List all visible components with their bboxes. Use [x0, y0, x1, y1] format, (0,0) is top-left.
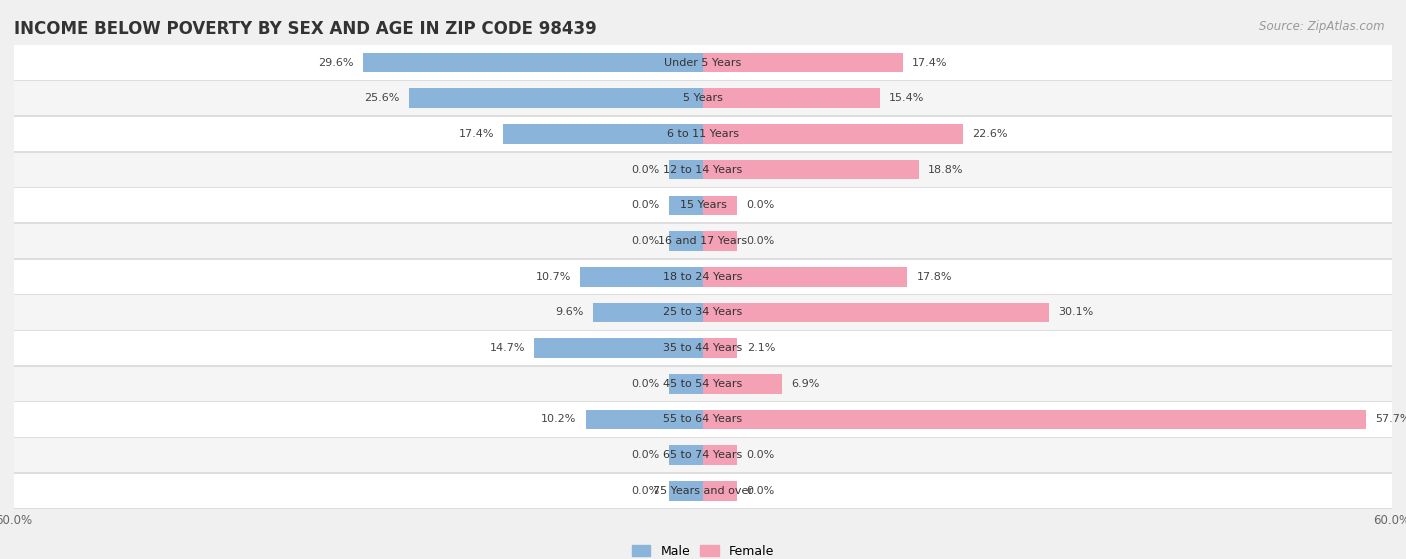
Bar — [586, 410, 703, 429]
Bar — [14, 473, 1392, 508]
Bar — [703, 267, 907, 287]
Bar — [14, 295, 1392, 330]
Bar — [669, 446, 703, 465]
Bar — [14, 188, 1392, 222]
Text: 0.0%: 0.0% — [631, 200, 659, 210]
Text: 35 to 44 Years: 35 to 44 Years — [664, 343, 742, 353]
Text: 0.0%: 0.0% — [747, 236, 775, 246]
Text: 30.1%: 30.1% — [1057, 307, 1092, 318]
Bar — [14, 331, 1392, 365]
Bar — [703, 302, 1049, 322]
Text: 17.4%: 17.4% — [458, 129, 494, 139]
Text: 57.7%: 57.7% — [1375, 414, 1406, 424]
Text: 10.7%: 10.7% — [536, 272, 571, 282]
Bar — [409, 88, 703, 108]
Text: 0.0%: 0.0% — [631, 450, 659, 460]
Text: 5 Years: 5 Years — [683, 93, 723, 103]
Text: 10.2%: 10.2% — [541, 414, 576, 424]
Text: Under 5 Years: Under 5 Years — [665, 58, 741, 68]
Bar — [14, 259, 1392, 295]
Text: 0.0%: 0.0% — [747, 200, 775, 210]
Bar — [581, 267, 703, 287]
Bar — [703, 410, 1365, 429]
Bar — [669, 231, 703, 251]
Text: 55 to 64 Years: 55 to 64 Years — [664, 414, 742, 424]
Text: 6.9%: 6.9% — [792, 379, 820, 389]
Text: 17.4%: 17.4% — [912, 58, 948, 68]
Bar — [14, 438, 1392, 472]
Text: 0.0%: 0.0% — [631, 236, 659, 246]
Bar — [14, 117, 1392, 151]
Text: 29.6%: 29.6% — [318, 58, 354, 68]
Text: 14.7%: 14.7% — [489, 343, 524, 353]
Bar — [14, 437, 1392, 473]
Text: 0.0%: 0.0% — [631, 379, 659, 389]
Bar — [503, 124, 703, 144]
Text: 6 to 11 Years: 6 to 11 Years — [666, 129, 740, 139]
Text: 18 to 24 Years: 18 to 24 Years — [664, 272, 742, 282]
Bar — [14, 45, 1392, 80]
Text: 12 to 14 Years: 12 to 14 Years — [664, 165, 742, 174]
Bar — [14, 366, 1392, 401]
Text: 16 and 17 Years: 16 and 17 Years — [658, 236, 748, 246]
Text: 0.0%: 0.0% — [631, 486, 659, 496]
Text: 65 to 74 Years: 65 to 74 Years — [664, 450, 742, 460]
Bar — [703, 338, 738, 358]
Text: Source: ZipAtlas.com: Source: ZipAtlas.com — [1260, 20, 1385, 32]
Text: 45 to 54 Years: 45 to 54 Years — [664, 379, 742, 389]
Text: 25 to 34 Years: 25 to 34 Years — [664, 307, 742, 318]
Bar — [14, 80, 1392, 116]
Bar — [669, 374, 703, 394]
Bar — [14, 152, 1392, 187]
Text: 15.4%: 15.4% — [889, 93, 924, 103]
Bar — [703, 374, 782, 394]
Text: 18.8%: 18.8% — [928, 165, 963, 174]
Bar — [703, 124, 963, 144]
Bar — [703, 196, 738, 215]
Bar — [14, 330, 1392, 366]
Bar — [14, 295, 1392, 329]
Bar — [14, 259, 1392, 294]
Text: 2.1%: 2.1% — [747, 343, 775, 353]
Text: 9.6%: 9.6% — [555, 307, 583, 318]
Text: 0.0%: 0.0% — [631, 165, 659, 174]
Text: 25.6%: 25.6% — [364, 93, 399, 103]
Bar — [14, 401, 1392, 437]
Bar — [14, 116, 1392, 152]
Text: 22.6%: 22.6% — [972, 129, 1007, 139]
Legend: Male, Female: Male, Female — [627, 540, 779, 559]
Bar — [703, 88, 880, 108]
Bar — [14, 153, 1392, 187]
Bar — [14, 81, 1392, 115]
Bar — [363, 53, 703, 72]
Bar — [703, 446, 738, 465]
Bar — [14, 473, 1392, 509]
Text: 0.0%: 0.0% — [747, 486, 775, 496]
Bar — [703, 160, 920, 179]
Bar — [14, 367, 1392, 401]
Bar — [703, 481, 738, 501]
Text: 17.8%: 17.8% — [917, 272, 952, 282]
Text: 0.0%: 0.0% — [747, 450, 775, 460]
Bar — [703, 53, 903, 72]
Bar — [14, 224, 1392, 258]
Bar — [14, 223, 1392, 259]
Bar — [14, 45, 1392, 80]
Bar — [593, 302, 703, 322]
Bar — [669, 196, 703, 215]
Bar — [14, 402, 1392, 437]
Bar — [669, 160, 703, 179]
Text: 15 Years: 15 Years — [679, 200, 727, 210]
Bar — [703, 231, 738, 251]
Bar — [14, 187, 1392, 223]
Bar — [534, 338, 703, 358]
Bar — [669, 481, 703, 501]
Text: 75 Years and over: 75 Years and over — [652, 486, 754, 496]
Text: INCOME BELOW POVERTY BY SEX AND AGE IN ZIP CODE 98439: INCOME BELOW POVERTY BY SEX AND AGE IN Z… — [14, 20, 596, 37]
